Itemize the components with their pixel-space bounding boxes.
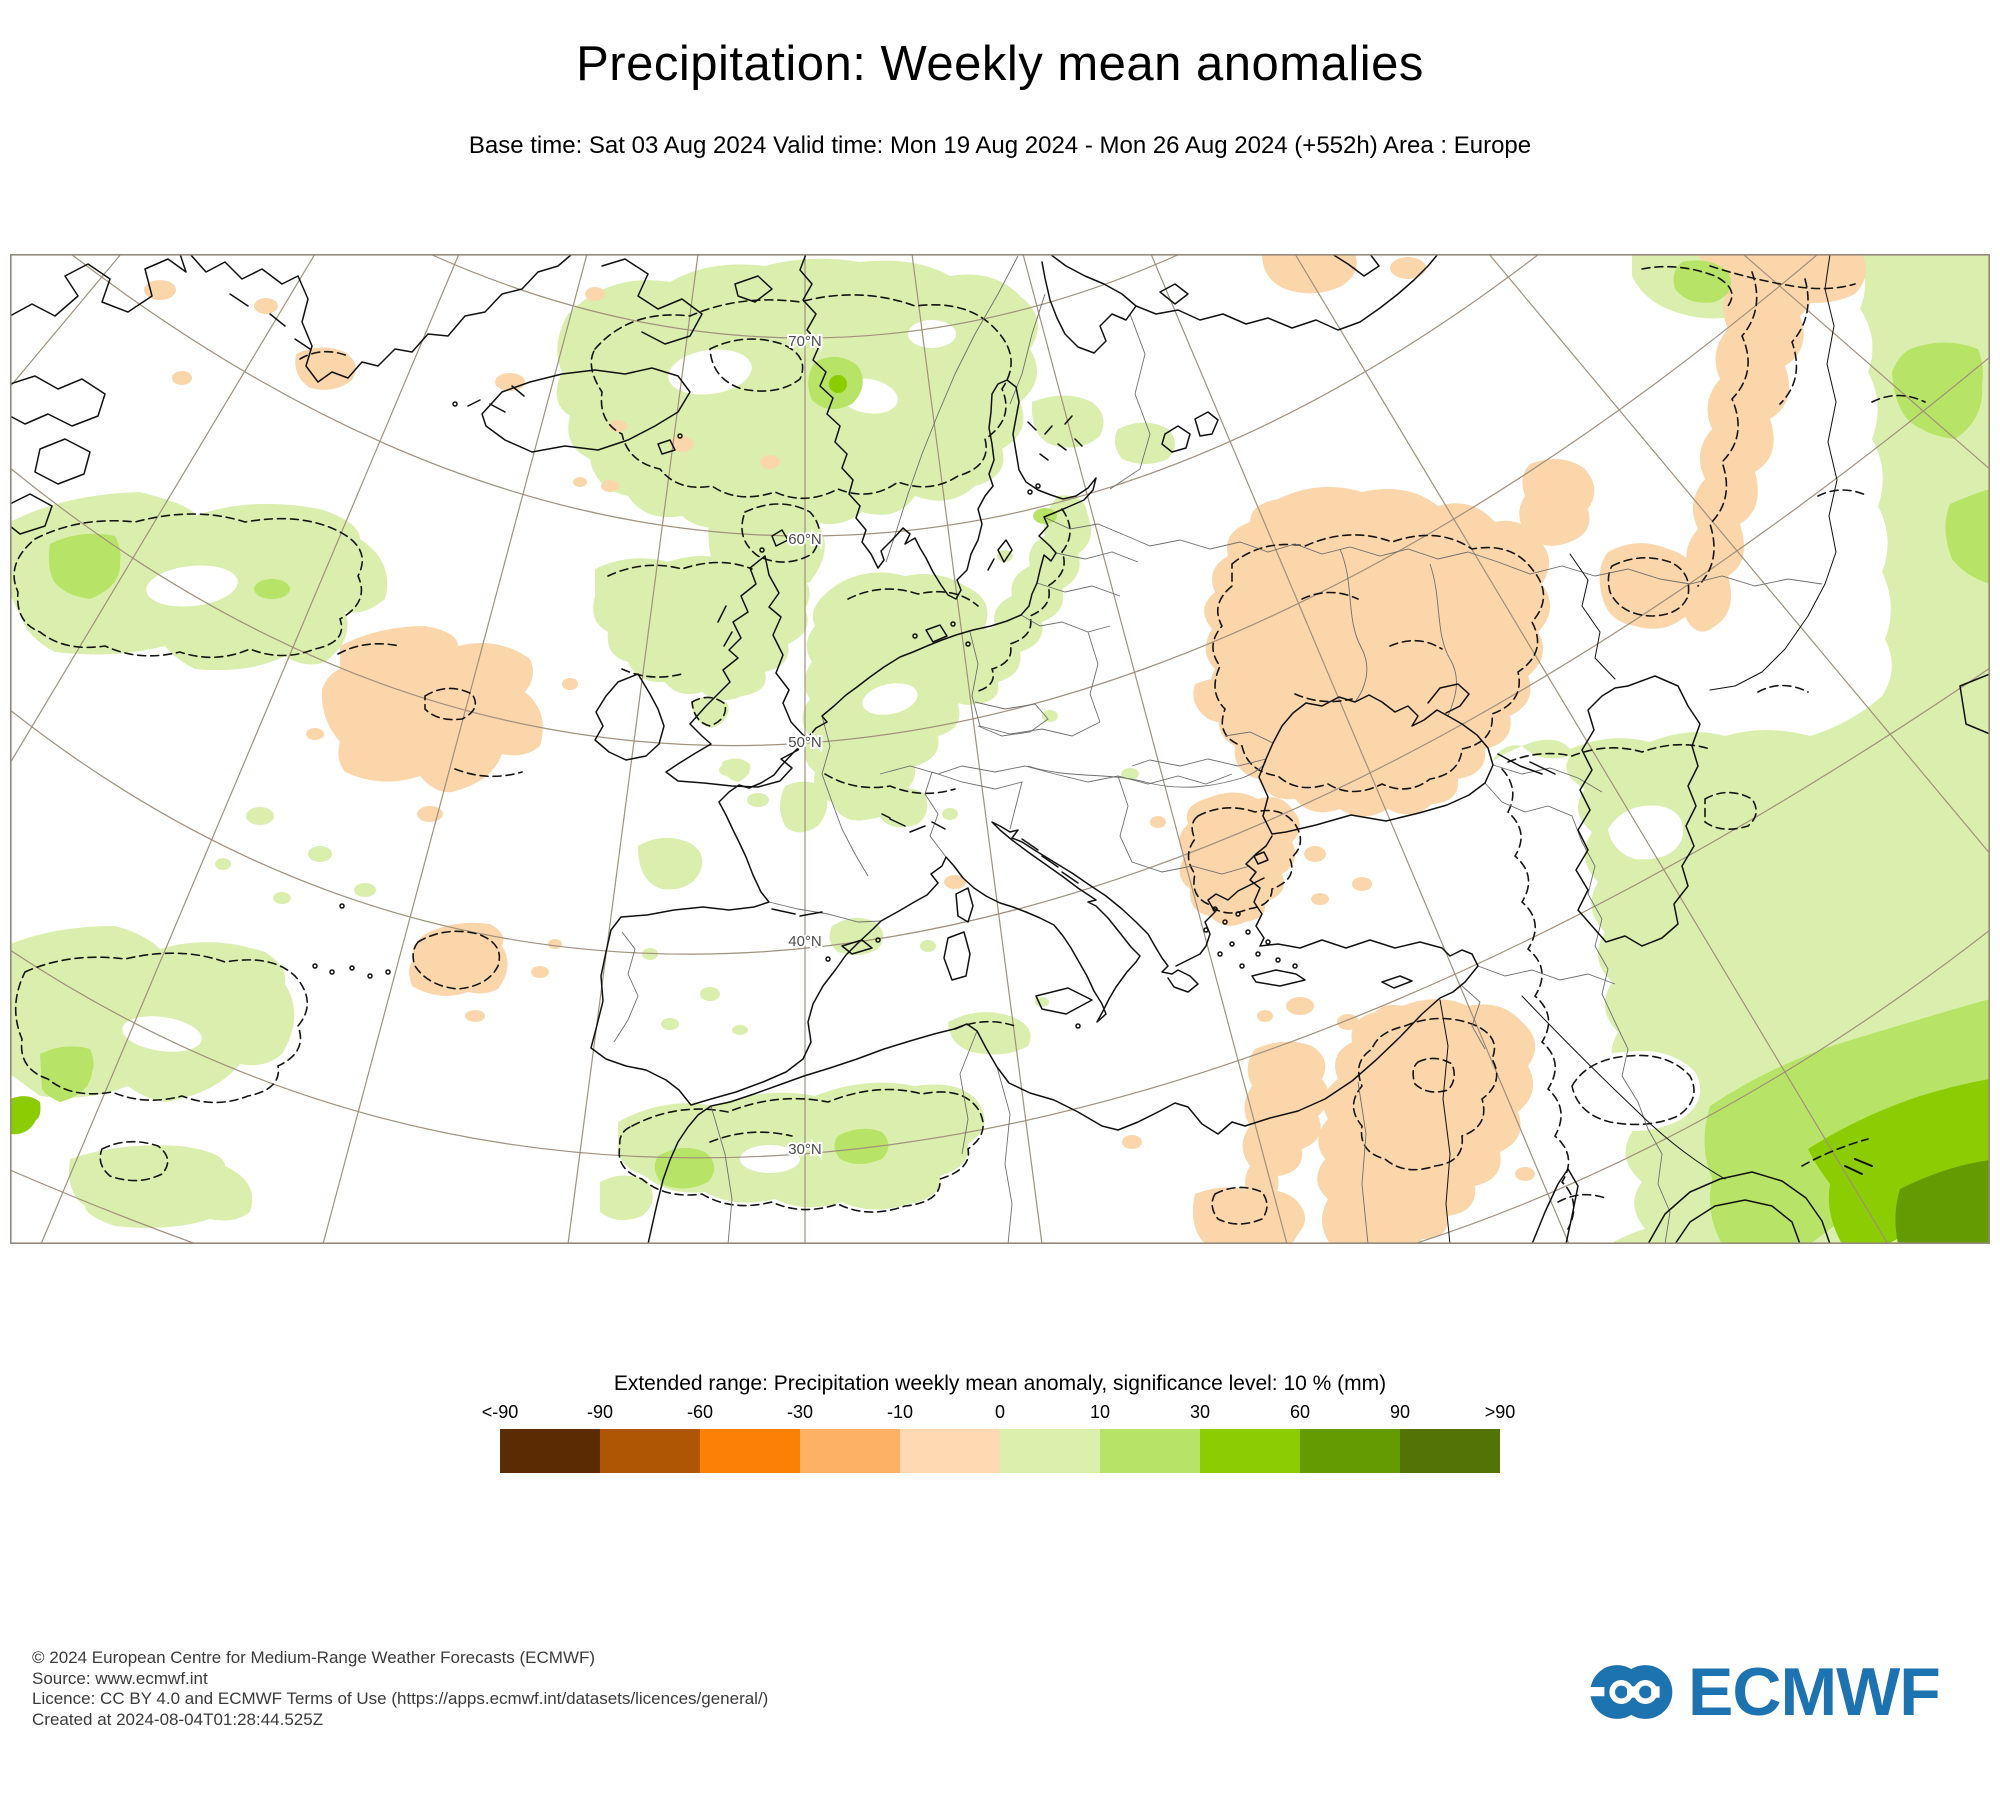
legend-tick: 0 xyxy=(994,1402,1006,1422)
legend-swatch xyxy=(1200,1429,1300,1473)
lat-label-60n: 60°N xyxy=(788,531,822,548)
legend-swatch xyxy=(1400,1429,1500,1473)
legend-tick: -60 xyxy=(686,1402,714,1422)
lat-label-70n: 70°N xyxy=(788,333,822,350)
page-title: Precipitation: Weekly mean anomalies xyxy=(576,37,1424,91)
legend-tick: 30 xyxy=(1189,1402,1211,1422)
legend-tick: 10 xyxy=(1089,1402,1111,1422)
legend-swatch xyxy=(1300,1429,1400,1473)
legend-swatch xyxy=(1000,1429,1100,1473)
legend-tick: -10 xyxy=(886,1402,914,1422)
legend-swatch xyxy=(800,1429,900,1473)
map-svg: 70°N 60°N 50°N 40°N 30°N xyxy=(10,254,1991,1245)
legend-swatch xyxy=(900,1429,1000,1473)
graticule xyxy=(10,254,1990,1244)
legend-colorbar xyxy=(500,1429,1500,1473)
anomaly-dark-green xyxy=(1895,1160,1990,1244)
ecmwf-logo-text: ECMWF xyxy=(1688,1654,1941,1730)
lat-label-50n: 50°N xyxy=(788,734,822,751)
legend-tick: -30 xyxy=(786,1402,814,1422)
legend-tick: -90 xyxy=(586,1402,614,1422)
copyright-line: © 2024 European Centre for Medium-Range … xyxy=(32,1648,596,1667)
licence-line: Licence: CC BY 4.0 and ECMWF Terms of Us… xyxy=(32,1689,769,1708)
coastlines xyxy=(10,254,1990,1244)
source-line: Source: www.ecmwf.int xyxy=(32,1668,208,1688)
legend-tick: <-90 xyxy=(481,1402,519,1422)
legend-tick: 90 xyxy=(1389,1402,1411,1422)
country-borders xyxy=(613,255,1823,1244)
anomaly-peach xyxy=(144,254,1866,1244)
anomaly-light-green xyxy=(40,260,1990,1244)
legend-swatch xyxy=(600,1429,700,1473)
latitude-labels: 70°N 60°N 50°N 40°N 30°N xyxy=(786,331,824,1160)
europe-anomaly-map: 70°N 60°N 50°N 40°N 30°N xyxy=(10,254,1991,1246)
legend-swatch xyxy=(500,1429,600,1473)
ecmwf-logo-icon xyxy=(1586,1665,1673,1719)
page-subtitle: Base time: Sat 03 Aug 2024 Valid time: M… xyxy=(468,132,1532,159)
legend-title: Extended range: Precipitation weekly mea… xyxy=(613,1372,1387,1395)
legend-swatch xyxy=(700,1429,800,1473)
lat-label-30n: 30°N xyxy=(788,1141,822,1158)
ecmwf-logo: ECMWF xyxy=(1586,1650,1941,1734)
lat-label-40n: 40°N xyxy=(788,933,822,950)
legend-swatch xyxy=(1100,1429,1200,1473)
legend-tick: >90 xyxy=(1484,1402,1516,1422)
map-frame xyxy=(10,254,1991,1245)
legend-ticks: <-90 -90 -60 -30 -10 0 10 30 60 90 >90 xyxy=(482,1402,1516,1424)
legend-tick: 60 xyxy=(1289,1402,1311,1422)
created-line: Created at 2024-08-04T01:28:44.525Z xyxy=(32,1709,324,1729)
footer-attribution: © 2024 European Centre for Medium-Range … xyxy=(32,1648,768,1730)
